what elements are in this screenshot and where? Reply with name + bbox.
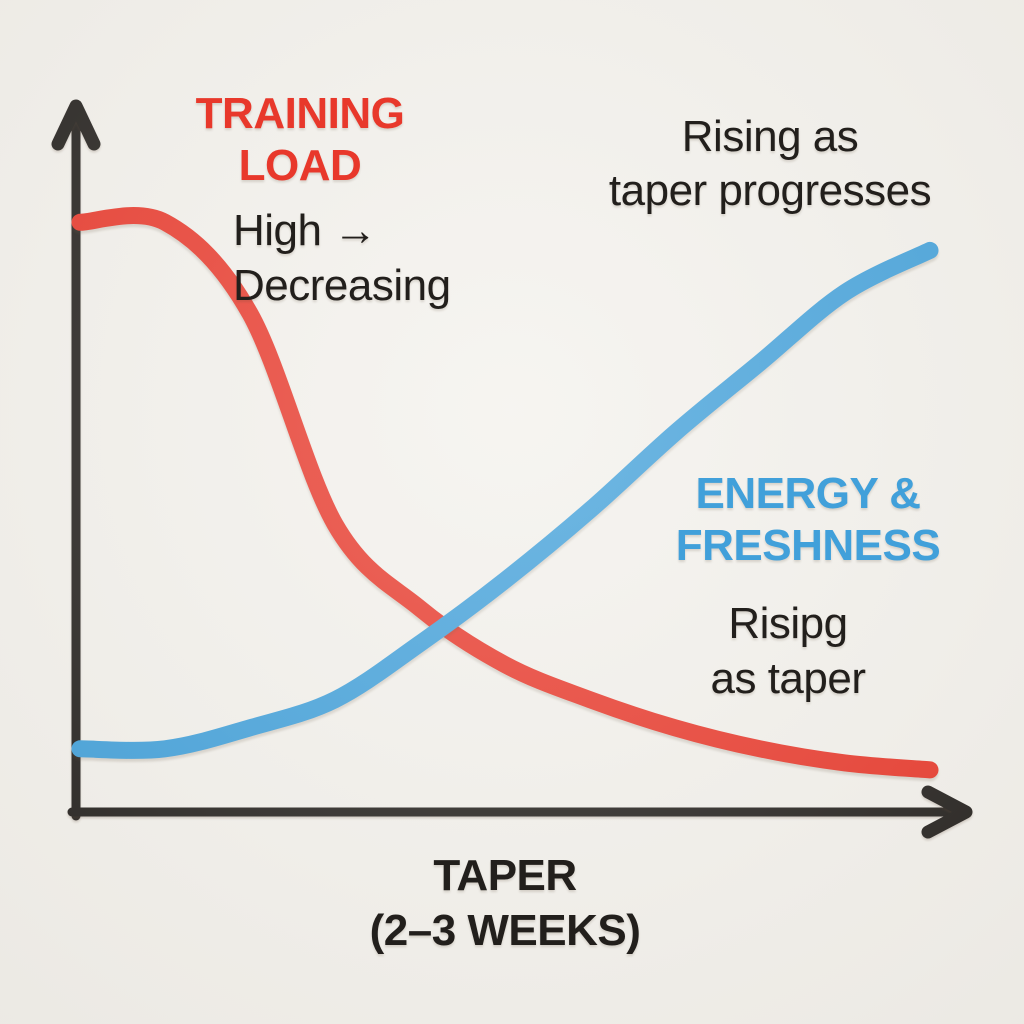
energy-freshness-curve — [71, 241, 939, 759]
energy-rising-note: Rising as taper progresses — [608, 112, 932, 215]
y-axis-arrowhead-icon — [51, 99, 101, 151]
x-axis-arrowhead-icon — [921, 785, 973, 839]
training-load-note: High → Decreasing — [233, 206, 451, 310]
training-load-curve — [71, 207, 939, 779]
energy-freshness-note: Risipg as taper — [710, 599, 866, 703]
x-axis-label: TAPER (2–3 WEEKS) — [369, 851, 641, 955]
training-load-title: TRAINING LOAD — [195, 89, 405, 190]
energy-freshness-title: ENERGY & FRESHNESS — [675, 469, 941, 570]
